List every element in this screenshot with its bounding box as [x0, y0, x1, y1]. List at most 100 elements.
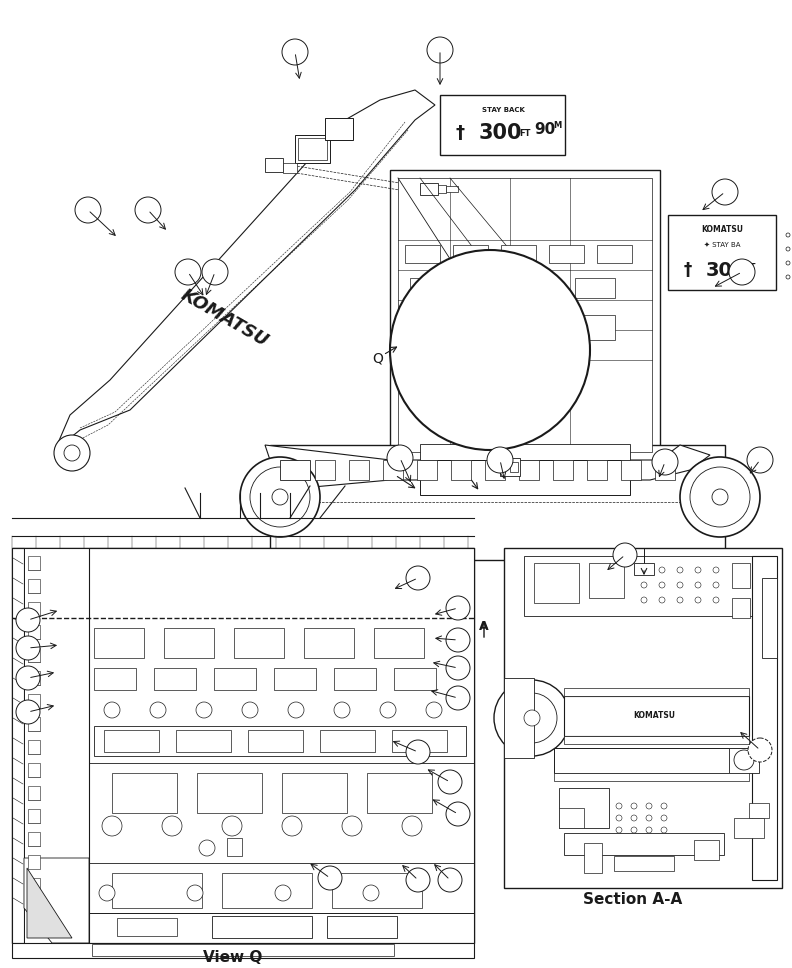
- Bar: [325, 118, 353, 140]
- Bar: [94, 726, 466, 756]
- Circle shape: [240, 457, 320, 537]
- Circle shape: [786, 275, 790, 279]
- Circle shape: [712, 489, 728, 505]
- Circle shape: [677, 597, 683, 603]
- Bar: [451, 460, 471, 480]
- Circle shape: [695, 582, 701, 588]
- Bar: [28, 579, 40, 593]
- Bar: [112, 873, 202, 908]
- Bar: [28, 832, 40, 846]
- Bar: [446, 186, 458, 192]
- Text: 300: 300: [478, 123, 522, 143]
- Circle shape: [342, 816, 362, 836]
- Bar: [214, 668, 256, 690]
- Circle shape: [729, 259, 755, 285]
- Circle shape: [712, 179, 738, 205]
- Circle shape: [387, 445, 413, 471]
- Circle shape: [162, 816, 182, 836]
- Circle shape: [202, 259, 228, 285]
- Circle shape: [288, 702, 304, 718]
- Bar: [504, 548, 782, 888]
- Bar: [732, 598, 750, 618]
- Bar: [655, 460, 675, 480]
- Bar: [28, 671, 40, 685]
- Bar: [12, 943, 474, 958]
- Circle shape: [363, 885, 379, 901]
- Circle shape: [747, 447, 773, 473]
- Bar: [734, 818, 764, 838]
- Bar: [553, 460, 573, 480]
- Circle shape: [406, 566, 430, 590]
- Circle shape: [659, 567, 665, 573]
- Polygon shape: [24, 858, 89, 943]
- Bar: [597, 245, 632, 263]
- Bar: [559, 808, 584, 828]
- Circle shape: [646, 803, 652, 809]
- Polygon shape: [27, 868, 72, 938]
- Circle shape: [282, 39, 308, 65]
- Circle shape: [135, 197, 161, 223]
- Bar: [390, 170, 660, 460]
- Bar: [282, 773, 347, 813]
- Circle shape: [631, 803, 637, 809]
- Bar: [485, 315, 540, 340]
- Circle shape: [786, 261, 790, 265]
- Circle shape: [613, 543, 637, 567]
- Bar: [621, 460, 641, 480]
- Circle shape: [641, 582, 647, 588]
- Text: KOMATSU: KOMATSU: [701, 226, 743, 234]
- Bar: [28, 901, 40, 915]
- Bar: [28, 763, 40, 777]
- Circle shape: [446, 686, 470, 710]
- Circle shape: [222, 816, 242, 836]
- Circle shape: [426, 702, 442, 718]
- Bar: [564, 833, 724, 855]
- Circle shape: [99, 885, 115, 901]
- Circle shape: [446, 596, 470, 620]
- Text: ✦ STAY BA: ✦ STAY BA: [704, 242, 741, 248]
- Bar: [440, 95, 565, 155]
- Text: FT: FT: [744, 262, 756, 271]
- Circle shape: [494, 680, 570, 756]
- Circle shape: [16, 666, 40, 690]
- Text: †: †: [683, 261, 692, 279]
- Bar: [587, 460, 607, 480]
- Circle shape: [16, 608, 40, 632]
- Bar: [420, 444, 630, 460]
- Polygon shape: [55, 90, 435, 450]
- Circle shape: [446, 802, 470, 826]
- Bar: [334, 668, 376, 690]
- Bar: [28, 878, 40, 892]
- Circle shape: [786, 247, 790, 251]
- Text: Q: Q: [372, 351, 383, 365]
- Bar: [501, 245, 536, 263]
- Bar: [465, 278, 505, 298]
- Bar: [212, 916, 312, 938]
- Circle shape: [641, 597, 647, 603]
- Bar: [332, 873, 422, 908]
- Bar: [549, 245, 584, 263]
- Bar: [564, 688, 749, 696]
- Bar: [752, 556, 777, 880]
- Circle shape: [64, 445, 80, 461]
- Bar: [28, 740, 40, 754]
- Circle shape: [631, 827, 637, 833]
- Bar: [554, 773, 749, 781]
- Circle shape: [402, 816, 422, 836]
- Circle shape: [390, 250, 590, 450]
- Bar: [732, 563, 750, 588]
- Circle shape: [272, 489, 288, 505]
- Bar: [485, 460, 505, 480]
- Bar: [575, 278, 615, 298]
- Circle shape: [616, 815, 622, 821]
- Bar: [564, 736, 749, 744]
- Bar: [564, 696, 749, 736]
- Bar: [729, 748, 759, 773]
- Bar: [383, 460, 403, 480]
- Circle shape: [695, 567, 701, 573]
- Text: KOMATSU: KOMATSU: [633, 711, 675, 720]
- Circle shape: [659, 597, 665, 603]
- Bar: [28, 556, 40, 570]
- Text: A: A: [479, 620, 489, 633]
- Bar: [12, 548, 474, 943]
